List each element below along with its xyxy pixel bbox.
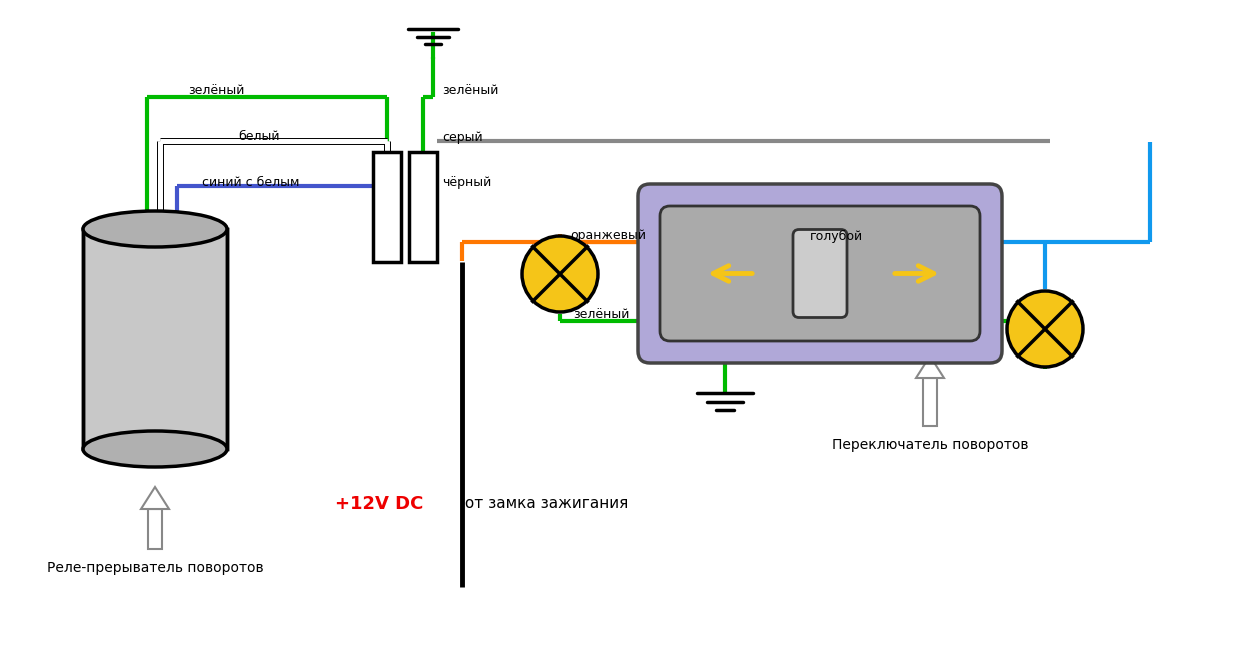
Text: зелёный: зелёный: [189, 84, 245, 98]
Polygon shape: [141, 487, 169, 509]
FancyBboxPatch shape: [792, 229, 848, 318]
Text: чёрный: чёрный: [442, 175, 491, 188]
Text: от замка зажигания: от замка зажигания: [460, 496, 629, 511]
Circle shape: [1008, 291, 1082, 367]
Text: голубой: голубой: [810, 229, 862, 243]
FancyBboxPatch shape: [409, 152, 437, 262]
Ellipse shape: [82, 431, 228, 467]
Text: +12V DC: +12V DC: [335, 495, 424, 513]
Text: оранжевый: оранжевый: [570, 229, 646, 243]
Polygon shape: [916, 356, 944, 378]
Text: синий с белым: синий с белым: [202, 175, 300, 188]
FancyBboxPatch shape: [638, 184, 1002, 363]
Text: белый: белый: [239, 130, 280, 144]
Text: зелёный: зелёный: [442, 84, 499, 98]
Circle shape: [522, 236, 598, 312]
Ellipse shape: [82, 211, 228, 247]
Polygon shape: [82, 229, 228, 449]
FancyBboxPatch shape: [372, 152, 401, 262]
Text: серый: серый: [442, 130, 483, 144]
Text: Реле-прерыватель поворотов: Реле-прерыватель поворотов: [46, 561, 264, 575]
Polygon shape: [922, 378, 938, 426]
FancyBboxPatch shape: [660, 206, 980, 341]
Polygon shape: [148, 509, 162, 549]
Text: зелёный: зелёный: [572, 308, 630, 322]
Text: Переключатель поворотов: Переключатель поворотов: [831, 438, 1029, 452]
